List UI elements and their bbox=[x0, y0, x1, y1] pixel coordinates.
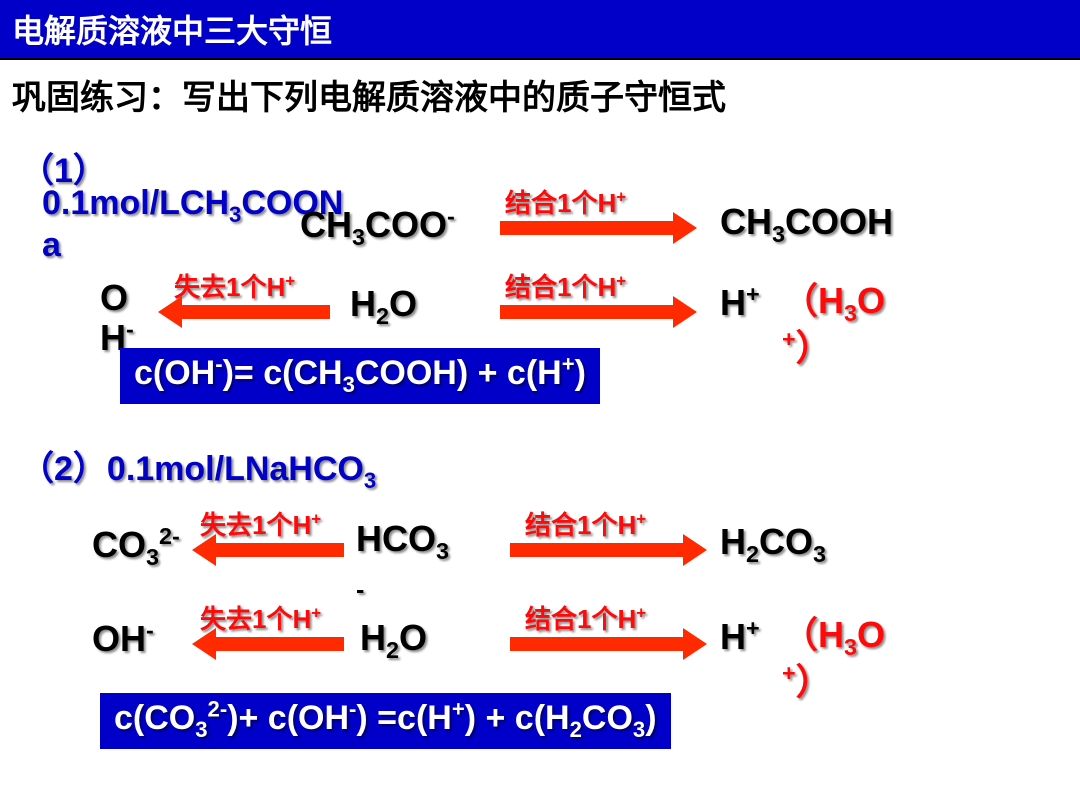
species-oh-minus: OH- bbox=[100, 279, 134, 357]
species-hco3: HCO3- bbox=[356, 523, 449, 602]
problem-1-label: 0.1mol/LCH3COON a bbox=[42, 185, 343, 264]
species-oh-2: OH- bbox=[92, 617, 154, 660]
arrow-right-1 bbox=[500, 221, 675, 235]
arrow-left-3 bbox=[214, 637, 344, 651]
species-h2o-2: H2O bbox=[360, 617, 427, 664]
species-ch3cooh: CH3COOH bbox=[720, 201, 893, 248]
slide-subtitle: 巩固练习：写出下列电解质溶液中的质子守恒式 bbox=[0, 60, 1080, 123]
label-combine-1: 结合1个H+ bbox=[505, 183, 626, 220]
arrow-left-1 bbox=[180, 305, 330, 319]
arrow-right-2 bbox=[500, 305, 675, 319]
label-lose-2: 失去1个H+ bbox=[200, 505, 321, 542]
species-h3o-1: （H3O+） bbox=[782, 281, 885, 368]
species-h2o-1: H2O bbox=[350, 283, 417, 330]
equation-2-text: c(CO32-)+ c(OH-) =c(H+) + c(H2CO3) bbox=[114, 699, 657, 737]
species-hplus-2: H+ bbox=[720, 615, 760, 658]
species-h3o-2: （H3O+） bbox=[782, 615, 885, 702]
header-title: 电解质溶液中三大守恒 bbox=[12, 13, 332, 49]
label-combine-2: 结合1个H+ bbox=[505, 267, 626, 304]
arrow-right-4 bbox=[510, 637, 685, 651]
arrow-left-2 bbox=[214, 543, 344, 557]
equation-box-2: c(CO32-)+ c(OH-) =c(H+) + c(H2CO3) bbox=[100, 693, 671, 749]
species-ch3coo: CH3COO- bbox=[300, 203, 455, 251]
label-lose-1: 失去1个H+ bbox=[174, 267, 295, 304]
equation-1-text: c(OH-)= c(CH3COOH) + c(H+) bbox=[134, 354, 586, 392]
species-h2co3: H2CO3 bbox=[720, 521, 826, 568]
species-hplus-1: H+ bbox=[720, 281, 760, 324]
slide-header: 电解质溶液中三大守恒 bbox=[0, 0, 1080, 60]
label-combine-3: 结合1个H+ bbox=[525, 505, 646, 542]
equation-box-1: c(OH-)= c(CH3COOH) + c(H+) bbox=[120, 348, 600, 404]
label-combine-4: 结合1个H+ bbox=[525, 599, 646, 636]
arrow-right-3 bbox=[510, 543, 685, 557]
species-co3: CO32- bbox=[92, 523, 180, 571]
label-lose-3: 失去1个H+ bbox=[200, 599, 321, 636]
problem-2-label: （2）0.1mol/LNaHCO3 bbox=[20, 441, 376, 494]
